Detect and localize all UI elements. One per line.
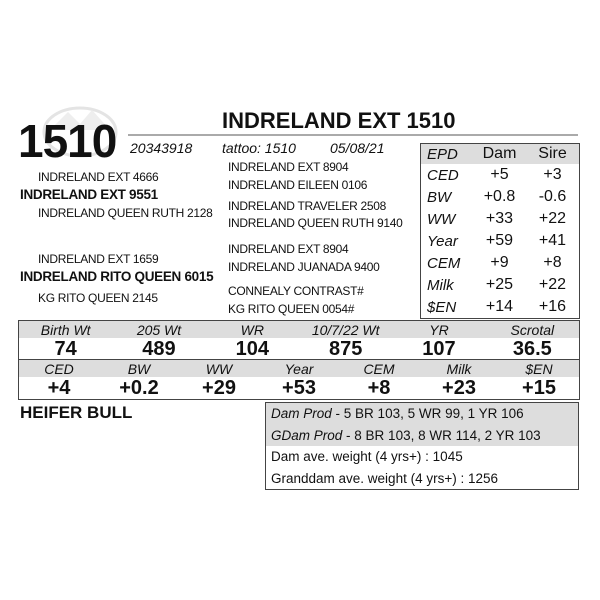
epd-header: EPD	[427, 145, 458, 163]
epd-value: +59	[485, 232, 514, 249]
grid-value: 36.5	[512, 338, 552, 360]
epd-trait: CED	[427, 166, 459, 184]
epd-value: +16	[538, 298, 567, 315]
epd-row: CEM +9 +8	[421, 252, 579, 274]
birth-date: 05/08/21	[330, 140, 385, 156]
grid-header-row: Birth Wt 205 Wt WR 10/7/22 Wt YR Scrotal	[19, 321, 579, 338]
performance-table: Birth Wt 205 Wt WR 10/7/22 Wt YR Scrotal 74 489…	[18, 320, 580, 361]
grid-header: 10/7/22 Wt	[311, 321, 380, 338]
pedigree: INDRELAND EILEEN 0106	[228, 178, 368, 192]
epd-row: Year +59 +41	[421, 230, 579, 252]
registration: 20343918	[130, 140, 193, 156]
grid-header: CED	[44, 360, 74, 377]
epd-trait: WW	[427, 210, 456, 228]
grid-header: WR	[240, 321, 264, 338]
note-line: Dam Prod - 5 BR 103, 5 WR 99, 1 YR 106	[266, 403, 578, 425]
note-text: Granddam ave. weight (4 yrs+) : 1256	[271, 470, 498, 486]
epd-header: Dam	[482, 145, 517, 162]
epd-row: Milk +25 +22	[421, 274, 579, 296]
grid-header: Milk	[446, 360, 472, 377]
pedigree: INDRELAND QUEEN RUTH 9140	[228, 216, 403, 230]
pedigree-sire: INDRELAND EXT 9551	[20, 187, 158, 202]
epd-value: +41	[538, 232, 567, 249]
epd-row: WW +33 +22	[421, 208, 579, 230]
epd-trait: $EN	[427, 298, 457, 316]
grid-header: Scrotal	[510, 321, 555, 338]
pedigree: INDRELAND TRAVELER 2508	[228, 199, 387, 213]
note-label: GDam Prod	[271, 427, 343, 443]
lot-number: 1510	[18, 115, 117, 167]
pedigree: INDRELAND EXT 8904	[228, 242, 349, 256]
grid-value: 104	[235, 338, 270, 360]
epd-row: $EN +14 +16	[421, 296, 579, 318]
epd-value: +0.8	[483, 188, 516, 205]
logo-watermark	[42, 106, 118, 158]
epd-value: -0.6	[538, 188, 567, 205]
epd-row-table: CED BW WW Year CEM Milk $EN +4 +0.2 +29 +53 +8 +23 +1…	[18, 359, 580, 400]
epd-table: EPD Dam Sire CED +5 +3 BW +0.8 -0.6 WW +33 +22 Year +…	[420, 143, 580, 319]
designation: HEIFER BULL	[20, 403, 133, 422]
epd-value: +22	[538, 210, 567, 227]
note-line: GDam Prod - 8 BR 103, 8 WR 114, 2 YR 103	[266, 424, 578, 446]
epd-row: BW +0.8 -0.6	[421, 186, 579, 208]
epd-value: +33	[485, 210, 514, 227]
pedigree: INDRELAND JUANADA 9400	[228, 260, 380, 274]
epd-trait: Milk	[427, 276, 454, 294]
epd-row: CED +5 +3	[421, 164, 579, 186]
epd-header-row: EPD Dam Sire	[421, 144, 579, 164]
pedigree: INDRELAND QUEEN RUTH 2128	[38, 206, 213, 220]
note-text: Dam ave. weight (4 yrs+) : 1045	[271, 449, 463, 464]
grid-value: 875	[328, 338, 363, 360]
epd-value: +9	[490, 254, 509, 271]
grid-value: 107	[422, 338, 456, 360]
pedigree: KG RITO QUEEN 2145	[38, 291, 158, 305]
grid-value-row: 74 489 104 875 107 36.5	[19, 338, 579, 360]
note-line: Granddam ave. weight (4 yrs+) : 1256	[266, 468, 578, 490]
title-rule	[128, 134, 578, 136]
epd-trait: BW	[427, 188, 452, 206]
epd-value: +5	[490, 166, 509, 183]
grid-value: 489	[142, 338, 176, 360]
grid-header: YR	[429, 321, 449, 338]
grid-value: +23	[442, 377, 476, 399]
epd-value: +8	[543, 254, 562, 271]
pedigree: KG RITO QUEEN 0054#	[228, 302, 355, 316]
epd-header: Sire	[538, 145, 567, 162]
grid-value: +53	[282, 377, 316, 399]
grid-header: CEM	[363, 360, 395, 377]
grid-value: +4	[47, 377, 71, 399]
epd-trait: Year	[427, 232, 458, 250]
grid-header-row: CED BW WW Year CEM Milk $EN	[19, 360, 579, 377]
grid-header: $EN	[525, 360, 553, 377]
pedigree: INDRELAND EXT 1659	[38, 252, 159, 266]
pedigree: CONNEALY CONTRAST#	[228, 284, 364, 298]
grid-value: 74	[54, 338, 77, 360]
grid-header: Birth Wt	[40, 321, 91, 338]
grid-value: +8	[367, 377, 391, 399]
grid-value-row: +4 +0.2 +29 +53 +8 +23 +15	[19, 377, 579, 399]
grid-header: 205 Wt	[136, 321, 182, 338]
epd-value: +22	[538, 276, 567, 293]
epd-value: +25	[485, 276, 514, 293]
grid-header: BW	[127, 360, 151, 377]
grid-value: +29	[202, 377, 236, 399]
note-label: Dam Prod	[271, 406, 332, 421]
grid-value: +15	[522, 377, 556, 399]
note-text: - 8 BR 103, 8 WR 114, 2 YR 103	[346, 427, 541, 443]
epd-value: +14	[485, 298, 514, 315]
note-text: - 5 BR 103, 5 WR 99, 1 YR 106	[335, 406, 524, 421]
grid-header: Year	[284, 360, 314, 377]
epd-value: +3	[543, 166, 562, 183]
pedigree-dam: INDRELAND RITO QUEEN 6015	[20, 269, 214, 284]
pedigree: INDRELAND EXT 4666	[38, 170, 159, 184]
production-notes: Dam Prod - 5 BR 103, 5 WR 99, 1 YR 106 GD…	[265, 402, 579, 490]
note-line: Dam ave. weight (4 yrs+) : 1045	[266, 446, 578, 468]
tattoo: tattoo: 1510	[222, 140, 296, 156]
grid-header: WW	[205, 360, 233, 377]
grid-value: +0.2	[119, 377, 159, 399]
pedigree: INDRELAND EXT 8904	[228, 160, 349, 174]
animal-name: INDRELAND EXT 1510	[222, 108, 456, 133]
epd-trait: CEM	[427, 254, 461, 272]
